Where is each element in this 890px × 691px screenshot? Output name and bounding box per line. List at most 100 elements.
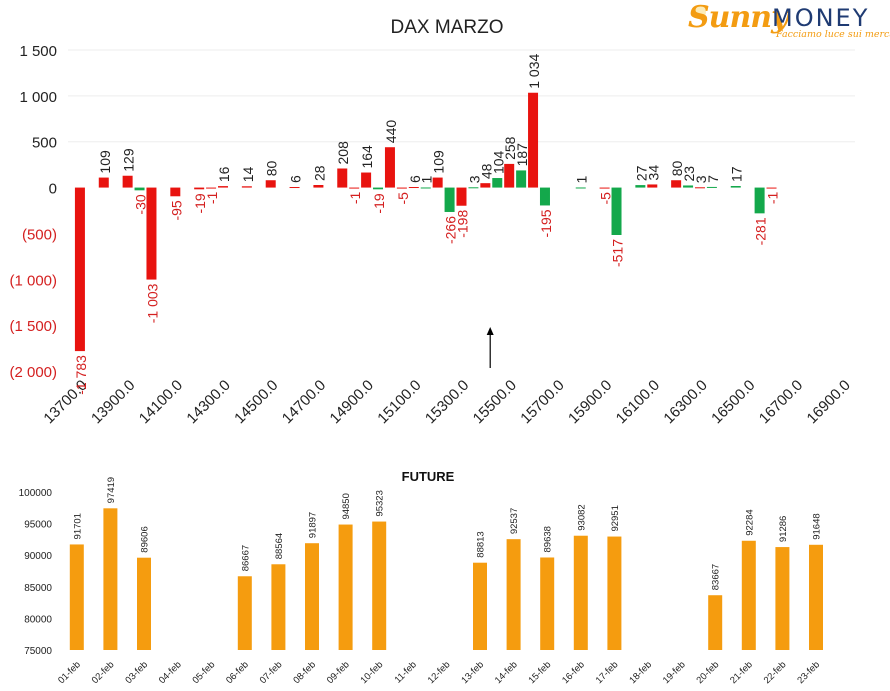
- data-label: 97419: [106, 477, 117, 503]
- x-tick-label: 13900.0: [88, 377, 138, 427]
- x-tick-label: 17-feb: [594, 659, 621, 686]
- bar: [573, 535, 588, 650]
- y-tick-label: 500: [32, 135, 57, 152]
- y-tick-label: (500): [22, 226, 57, 243]
- data-label: -95: [168, 200, 184, 220]
- bar: [349, 187, 360, 189]
- y-tick-label: 75000: [24, 646, 52, 657]
- future-chart: FUTURE 75000 80000 85000 90000 95000 100000 01-…: [19, 469, 823, 686]
- data-label: 94850: [341, 493, 352, 519]
- data-label: 3: [693, 175, 709, 183]
- bar: [647, 184, 658, 188]
- y-tick-label: 0: [49, 181, 57, 198]
- bar: [599, 187, 610, 189]
- bar: [706, 186, 717, 188]
- bar: [218, 186, 229, 188]
- data-label: 440: [383, 120, 399, 144]
- bar: [694, 187, 705, 189]
- x-tick-label: 02-feb: [90, 659, 117, 686]
- y-tick-label: 85000: [24, 583, 52, 594]
- data-label: 89638: [543, 526, 554, 552]
- x-tick-label: 16900.0: [804, 377, 854, 427]
- bar: [468, 187, 479, 189]
- bar: [146, 187, 157, 280]
- x-tick-label: 18-feb: [627, 659, 654, 686]
- x-tick-label: 16500.0: [708, 377, 758, 427]
- bar: [506, 539, 521, 650]
- bar: [730, 186, 741, 188]
- data-label: 91286: [778, 516, 789, 542]
- x-tick-label: 13-feb: [459, 659, 486, 686]
- chart-title: FUTURE: [402, 469, 455, 484]
- data-label: -281: [753, 217, 769, 245]
- data-label: 129: [121, 148, 137, 172]
- x-tick-label: 15300.0: [422, 377, 472, 427]
- data-label: 6: [288, 175, 304, 183]
- x-tick-label: 19-feb: [661, 659, 688, 686]
- x-tick-label: 14100.0: [136, 377, 186, 427]
- x-tick-label: 08-feb: [291, 659, 318, 686]
- data-label: 92537: [509, 508, 520, 534]
- x-tick-label: 14500.0: [231, 377, 281, 427]
- x-tick-label: 15100.0: [374, 377, 424, 427]
- bar: [528, 92, 539, 188]
- bar: [361, 172, 372, 188]
- bar: [241, 186, 252, 188]
- bar: [766, 187, 777, 189]
- data-label: 6: [407, 175, 423, 183]
- bar: [98, 177, 109, 188]
- data-label: 95323: [375, 490, 386, 516]
- data-label: 86667: [240, 545, 251, 571]
- data-label: 164: [359, 145, 375, 169]
- y-tick-label: (2 000): [9, 364, 57, 381]
- arrow-head: [486, 327, 494, 335]
- bar: [271, 564, 286, 650]
- bar: [456, 187, 467, 206]
- x-tick-label: 15-feb: [526, 659, 553, 686]
- bar: [373, 187, 384, 190]
- bar: [206, 187, 217, 189]
- bar: [492, 178, 503, 188]
- x-tick-label: 16100.0: [613, 377, 663, 427]
- data-label: 88813: [476, 531, 487, 557]
- data-label: 104: [490, 150, 506, 174]
- data-label: 17: [729, 166, 745, 182]
- bar: [432, 177, 443, 188]
- y-tick-label: 90000: [24, 551, 52, 562]
- bar: [444, 187, 455, 212]
- data-label: 208: [335, 141, 351, 165]
- data-label: -195: [538, 209, 554, 237]
- bar: [775, 547, 790, 650]
- data-label: 258: [502, 136, 518, 160]
- x-tick-label: 06-feb: [224, 659, 251, 686]
- x-tick-label: 16300.0: [660, 377, 710, 427]
- x-tick-label: 23-feb: [795, 659, 822, 686]
- data-label: 23: [681, 166, 697, 182]
- data-label: -1: [765, 191, 781, 204]
- bar: [313, 185, 324, 188]
- data-label: 80: [669, 160, 685, 176]
- x-tick-label: 20-feb: [694, 659, 721, 686]
- data-label: 89606: [140, 526, 151, 552]
- x-tick-label: 14700.0: [279, 377, 329, 427]
- y-tick-label: (1 500): [9, 318, 57, 335]
- data-label: -19: [371, 193, 387, 213]
- bar: [635, 185, 646, 188]
- data-label: -1: [347, 191, 363, 204]
- chart-title: DAX MARZO: [391, 17, 504, 38]
- x-tick-label: 10-feb: [358, 659, 385, 686]
- data-label: -30: [133, 194, 149, 214]
- data-label: 80: [264, 160, 280, 176]
- x-tick-label: 16700.0: [756, 377, 806, 427]
- data-label: 14: [240, 167, 256, 183]
- x-tick-label: 04-feb: [157, 659, 184, 686]
- x-tick-label: 22-feb: [762, 659, 789, 686]
- data-label: 91701: [72, 513, 83, 539]
- bar: [74, 187, 85, 352]
- logo-sunny-text: Sunny: [688, 0, 789, 35]
- bar: [69, 544, 84, 650]
- bar: [575, 187, 586, 189]
- data-label: 28: [311, 165, 327, 181]
- bar: [480, 183, 491, 188]
- data-label: 16: [216, 166, 232, 182]
